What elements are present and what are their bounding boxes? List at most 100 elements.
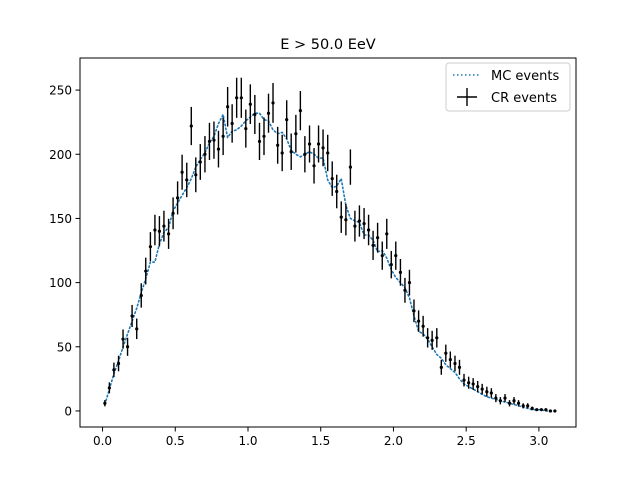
- cr-event-marker: [198, 160, 202, 164]
- cr-event-marker: [453, 361, 457, 366]
- cr-event-point: [316, 125, 321, 163]
- cr-event-point: [385, 218, 389, 249]
- cr-event-point: [271, 83, 275, 123]
- cr-event-point: [153, 214, 157, 246]
- cr-event-marker: [103, 401, 107, 405]
- cr-event-point: [298, 90, 302, 131]
- cr-event-marker: [335, 189, 339, 194]
- cr-event-marker: [489, 391, 493, 395]
- cr-event-marker: [207, 139, 212, 144]
- cr-event-point: [426, 328, 430, 348]
- cr-event-point: [276, 126, 280, 164]
- cr-event-marker: [162, 224, 166, 228]
- y-tick-label: 150: [49, 212, 72, 226]
- cr-event-marker: [321, 146, 325, 150]
- cr-event-point: [166, 218, 171, 249]
- cr-event-point: [489, 388, 493, 398]
- cr-event-marker: [426, 336, 430, 340]
- cr-event-point: [357, 205, 362, 237]
- cr-event-marker: [407, 281, 412, 285]
- cr-event-point: [530, 406, 534, 411]
- cr-event-point: [180, 154, 184, 190]
- cr-event-point: [539, 408, 543, 412]
- cr-event-point: [516, 400, 521, 407]
- cr-event-point: [307, 125, 312, 163]
- cr-event-point: [498, 397, 502, 405]
- cr-event-point: [162, 210, 166, 242]
- cr-event-point: [107, 382, 111, 394]
- y-tick-label: 100: [49, 276, 72, 290]
- cr-event-point: [339, 201, 343, 233]
- cr-event-point: [398, 259, 403, 286]
- cr-event-marker: [280, 151, 284, 155]
- cr-event-marker: [257, 139, 262, 144]
- cr-event-point: [453, 355, 457, 372]
- cr-event-point: [353, 210, 357, 242]
- cr-event-point: [239, 77, 243, 118]
- cr-event-point: [480, 383, 484, 395]
- chart-title: E > 50.0 EeV: [280, 37, 376, 53]
- cr-event-point: [198, 144, 202, 180]
- cr-event-marker: [553, 409, 557, 413]
- cr-event-marker: [480, 387, 484, 391]
- cr-event-marker: [435, 336, 439, 340]
- cr-event-marker: [471, 382, 475, 386]
- y-tick-label: 250: [49, 84, 72, 98]
- cr-event-marker: [276, 143, 280, 147]
- cr-event-marker: [462, 378, 466, 382]
- x-tick-label: 0.0: [93, 434, 112, 448]
- cr-event-point: [148, 232, 152, 262]
- cr-event-point: [380, 241, 384, 270]
- cr-event-marker: [357, 219, 362, 223]
- cr-event-point: [171, 197, 175, 230]
- cr-event-point: [280, 134, 284, 172]
- cr-event-point: [207, 122, 212, 161]
- cr-event-point: [121, 329, 125, 349]
- cr-event-marker: [512, 399, 516, 403]
- cr-event-point: [548, 409, 553, 413]
- cr-event-point: [417, 310, 421, 332]
- cr-event-marker: [226, 105, 230, 109]
- cr-event-marker: [398, 270, 403, 274]
- cr-event-point: [303, 136, 307, 173]
- cr-event-marker: [430, 338, 434, 342]
- cr-event-point: [362, 208, 366, 240]
- cr-event-point: [439, 359, 443, 375]
- x-tick-label: 3.0: [529, 434, 548, 448]
- cr-event-marker: [362, 221, 366, 226]
- cr-event-marker: [139, 293, 143, 298]
- cr-event-point: [467, 376, 471, 389]
- cr-event-point: [457, 359, 462, 375]
- cr-event-point: [394, 241, 398, 270]
- cr-event-point: [230, 104, 234, 143]
- cr-event-marker: [366, 228, 371, 232]
- legend-mc-label: MC events: [491, 69, 559, 84]
- cr-event-point: [312, 148, 316, 184]
- cr-event-point: [289, 133, 293, 170]
- cr-event-point: [335, 174, 339, 209]
- cr-event-point: [344, 204, 348, 236]
- cr-event-marker: [526, 404, 530, 408]
- cr-event-point: [130, 304, 134, 328]
- cr-event-marker: [194, 173, 198, 177]
- cr-event-point: [435, 328, 439, 348]
- cr-event-marker: [312, 164, 316, 168]
- cr-event-marker: [316, 142, 321, 146]
- cr-event-marker: [457, 365, 462, 369]
- cr-event-marker: [330, 177, 334, 181]
- cr-event-point: [144, 257, 148, 285]
- cr-event-marker: [235, 96, 239, 100]
- cr-event-marker: [285, 118, 289, 122]
- cr-event-marker: [248, 102, 252, 106]
- cr-event-point: [476, 380, 480, 393]
- cr-event-marker: [348, 165, 352, 169]
- cr-event-point: [157, 216, 162, 247]
- legend: MC events CR events: [445, 62, 571, 112]
- cr-event-point: [376, 222, 380, 253]
- cr-event-marker: [421, 324, 425, 328]
- cr-event-point: [139, 283, 143, 308]
- cr-event-point: [321, 129, 325, 167]
- y-tick-label: 0: [64, 404, 72, 418]
- x-tick-label: 2.0: [384, 434, 403, 448]
